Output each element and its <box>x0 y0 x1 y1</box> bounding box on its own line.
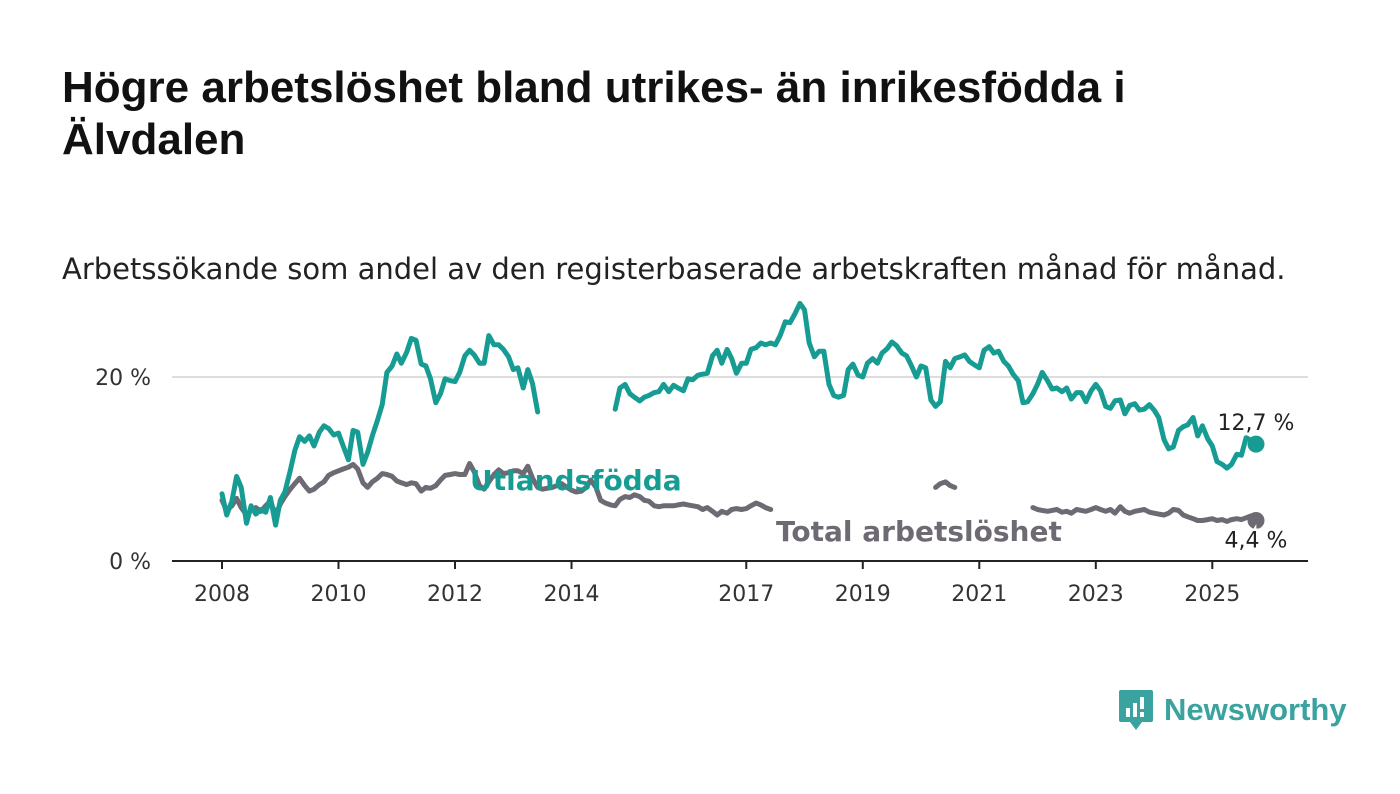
series-label-total: Total arbetslöshet <box>776 515 1062 548</box>
x-tick-label: 2008 <box>194 582 250 607</box>
end-point-total <box>1247 512 1265 530</box>
x-tick-label: 2017 <box>718 582 774 607</box>
end-value-utlandsfodda: 12,7 % <box>1218 411 1295 436</box>
x-tick-label: 2014 <box>544 582 600 607</box>
end-point-utlandsfodda <box>1247 435 1265 453</box>
series-lines <box>219 300 1265 530</box>
brand-name: Newsworthy <box>1164 692 1347 727</box>
newsworthy-logo-icon <box>1119 690 1153 730</box>
newsworthy-brand[interactable]: Newsworthy <box>1118 688 1347 732</box>
chart-title: Högre arbetslöshet bland utrikes- än inr… <box>62 63 1126 164</box>
y-tick-label: 0 % <box>109 550 151 575</box>
series-line-utlandsfodda <box>219 300 1259 528</box>
x-tick-label: 2012 <box>427 582 483 607</box>
x-tick-label: 2019 <box>835 582 891 607</box>
series-line-total <box>219 461 1259 524</box>
x-tick-label: 2010 <box>311 582 367 607</box>
x-tick-label: 2025 <box>1184 582 1240 607</box>
series-label-utlandsfodda: Utlandsfödda <box>470 464 682 497</box>
x-tick-label: 2021 <box>951 582 1007 607</box>
series-labels: Utlandsfödda Total arbetslöshet 12,7 % 4,4 … <box>470 409 1297 556</box>
end-value-total: 4,4 % <box>1225 529 1288 554</box>
x-tick-label: 2023 <box>1068 582 1124 607</box>
axes: 0 % 20 % 2008 2010 2012 2014 2017 2019 2021 2023 2… <box>95 366 1308 607</box>
y-tick-label: 20 % <box>95 366 151 391</box>
chart-subtitle: Arbetssökande som andel av den registerb… <box>62 252 1286 286</box>
